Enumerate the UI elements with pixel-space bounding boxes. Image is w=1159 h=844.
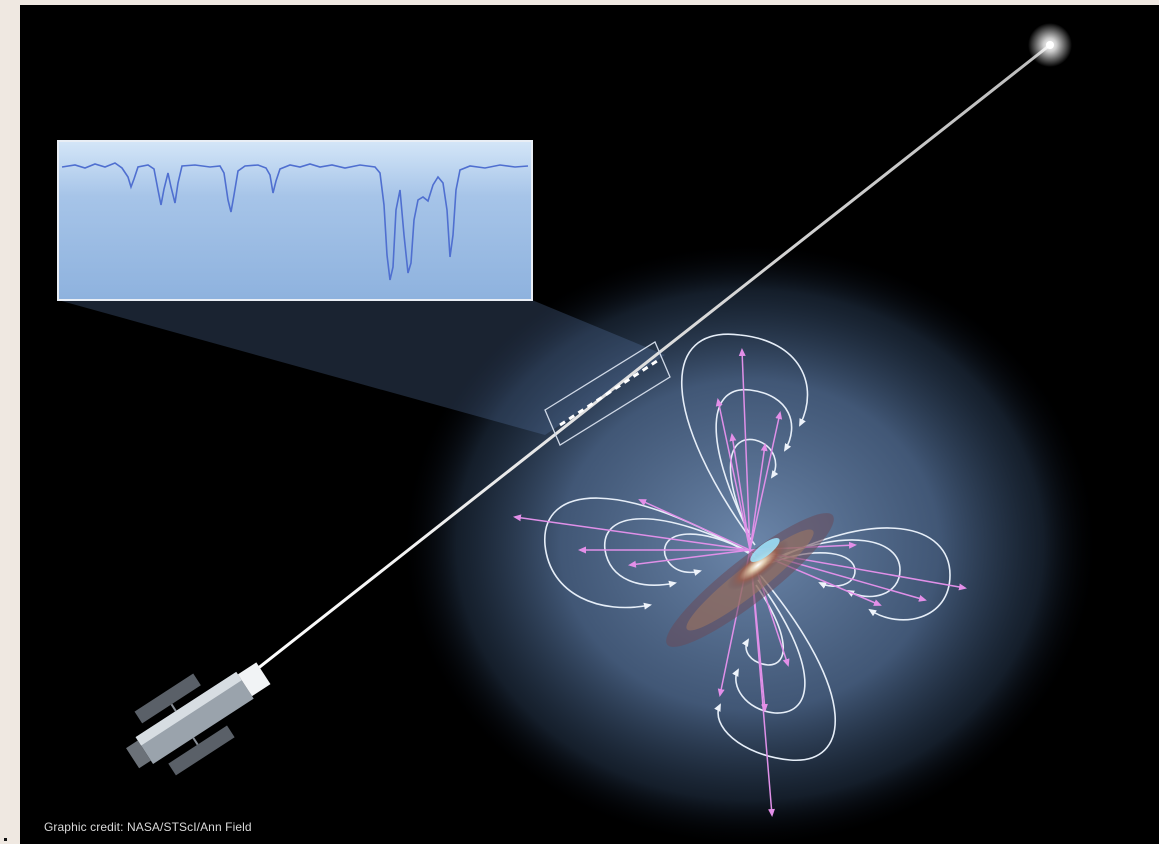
background-quasar-icon xyxy=(1028,23,1072,67)
hubble-telescope-icon xyxy=(126,662,271,776)
graphic-credit: Graphic credit: NASA/STScI/Ann Field xyxy=(44,820,252,834)
galaxy-illustration xyxy=(57,23,1095,844)
absorption-spectrum-line xyxy=(61,162,529,281)
galaxy-icon xyxy=(666,513,834,647)
absorber-region-box xyxy=(544,341,671,446)
zoom-projection xyxy=(58,300,665,435)
spectrum-panel xyxy=(57,140,533,301)
quasar-sightline xyxy=(251,43,1051,675)
page-marker xyxy=(4,838,7,841)
illustration-frame: Graphic credit: NASA/STScI/Ann Field xyxy=(20,5,1159,844)
